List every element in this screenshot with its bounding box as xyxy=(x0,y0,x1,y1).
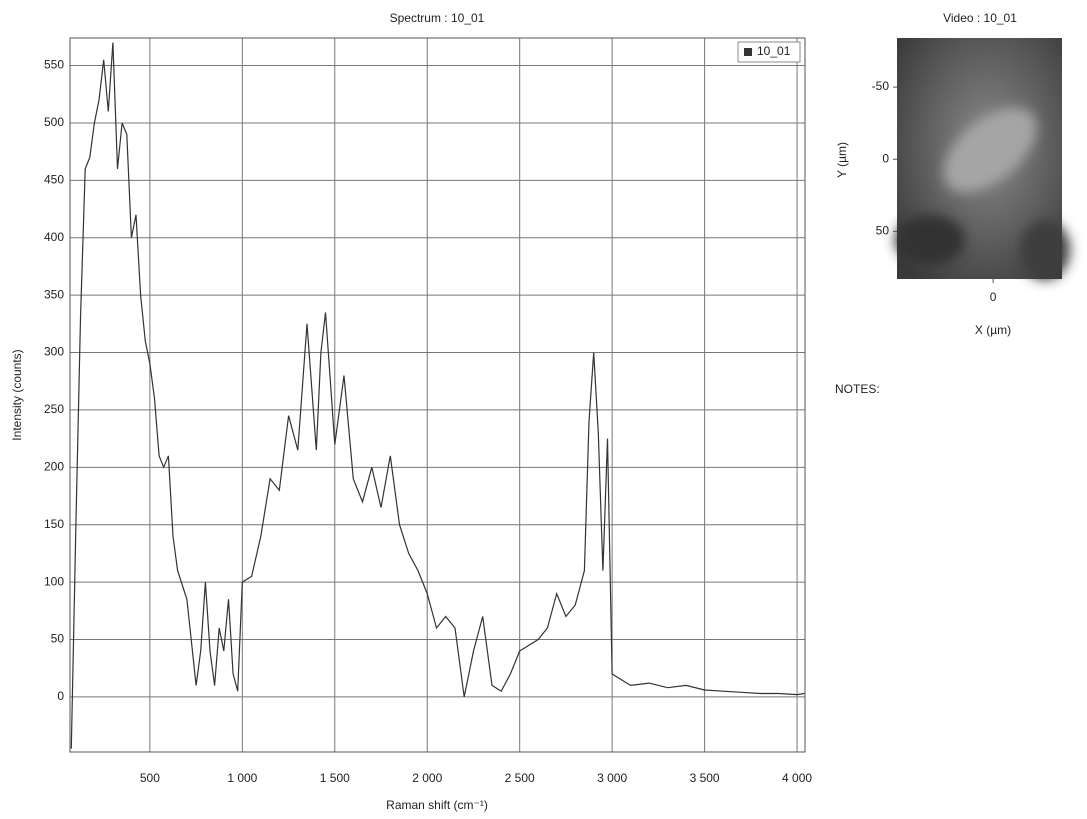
x-axis-label: X (µm) xyxy=(975,323,1011,337)
x-tick-label: 2 000 xyxy=(412,771,442,785)
y-tick-label: 550 xyxy=(44,58,64,72)
y-tick-label: 0 xyxy=(57,689,64,703)
x-tick-label: 0 xyxy=(990,290,997,304)
chart-title: Spectrum : 10_01 xyxy=(390,11,485,25)
x-axis-label: Raman shift (cm⁻¹) xyxy=(386,798,488,812)
y-tick-label: 300 xyxy=(44,345,64,359)
y-tick-label: 250 xyxy=(44,402,64,416)
x-tick-label: 1 500 xyxy=(320,771,350,785)
y-tick-label: -50 xyxy=(872,79,890,93)
x-tick-label: 2 500 xyxy=(505,771,535,785)
notes-label: NOTES: xyxy=(835,382,880,396)
y-tick-label: 400 xyxy=(44,230,64,244)
spectrum-line xyxy=(70,42,805,749)
video-title: Video : 10_01 xyxy=(943,11,1017,25)
x-tick-label: 500 xyxy=(140,771,160,785)
y-tick-label: 50 xyxy=(876,224,890,238)
video-shadow xyxy=(895,215,965,265)
y-tick-label: 50 xyxy=(51,632,65,646)
video-highlight xyxy=(943,107,1037,193)
y-tick-label: 100 xyxy=(44,574,64,588)
y-tick-label: 0 xyxy=(882,151,889,165)
legend-swatch xyxy=(744,48,752,56)
y-tick-label: 350 xyxy=(44,287,64,301)
y-axis-label: Intensity (counts) xyxy=(10,349,24,440)
y-tick-label: 150 xyxy=(44,517,64,531)
y-axis-label: Y (µm) xyxy=(835,142,849,178)
x-tick-label: 3 500 xyxy=(690,771,720,785)
video-texture xyxy=(895,107,1070,280)
legend-label: 10_01 xyxy=(757,44,791,58)
x-tick-label: 1 000 xyxy=(227,771,257,785)
x-tick-label: 3 000 xyxy=(597,771,627,785)
y-tick-label: 500 xyxy=(44,115,64,129)
plot-frame xyxy=(69,37,806,753)
x-tick-label: 4 000 xyxy=(782,771,812,785)
y-tick-label: 200 xyxy=(44,459,64,473)
video-shadow xyxy=(1020,220,1070,280)
legend-box xyxy=(737,41,801,63)
y-tick-label: 450 xyxy=(44,173,64,187)
